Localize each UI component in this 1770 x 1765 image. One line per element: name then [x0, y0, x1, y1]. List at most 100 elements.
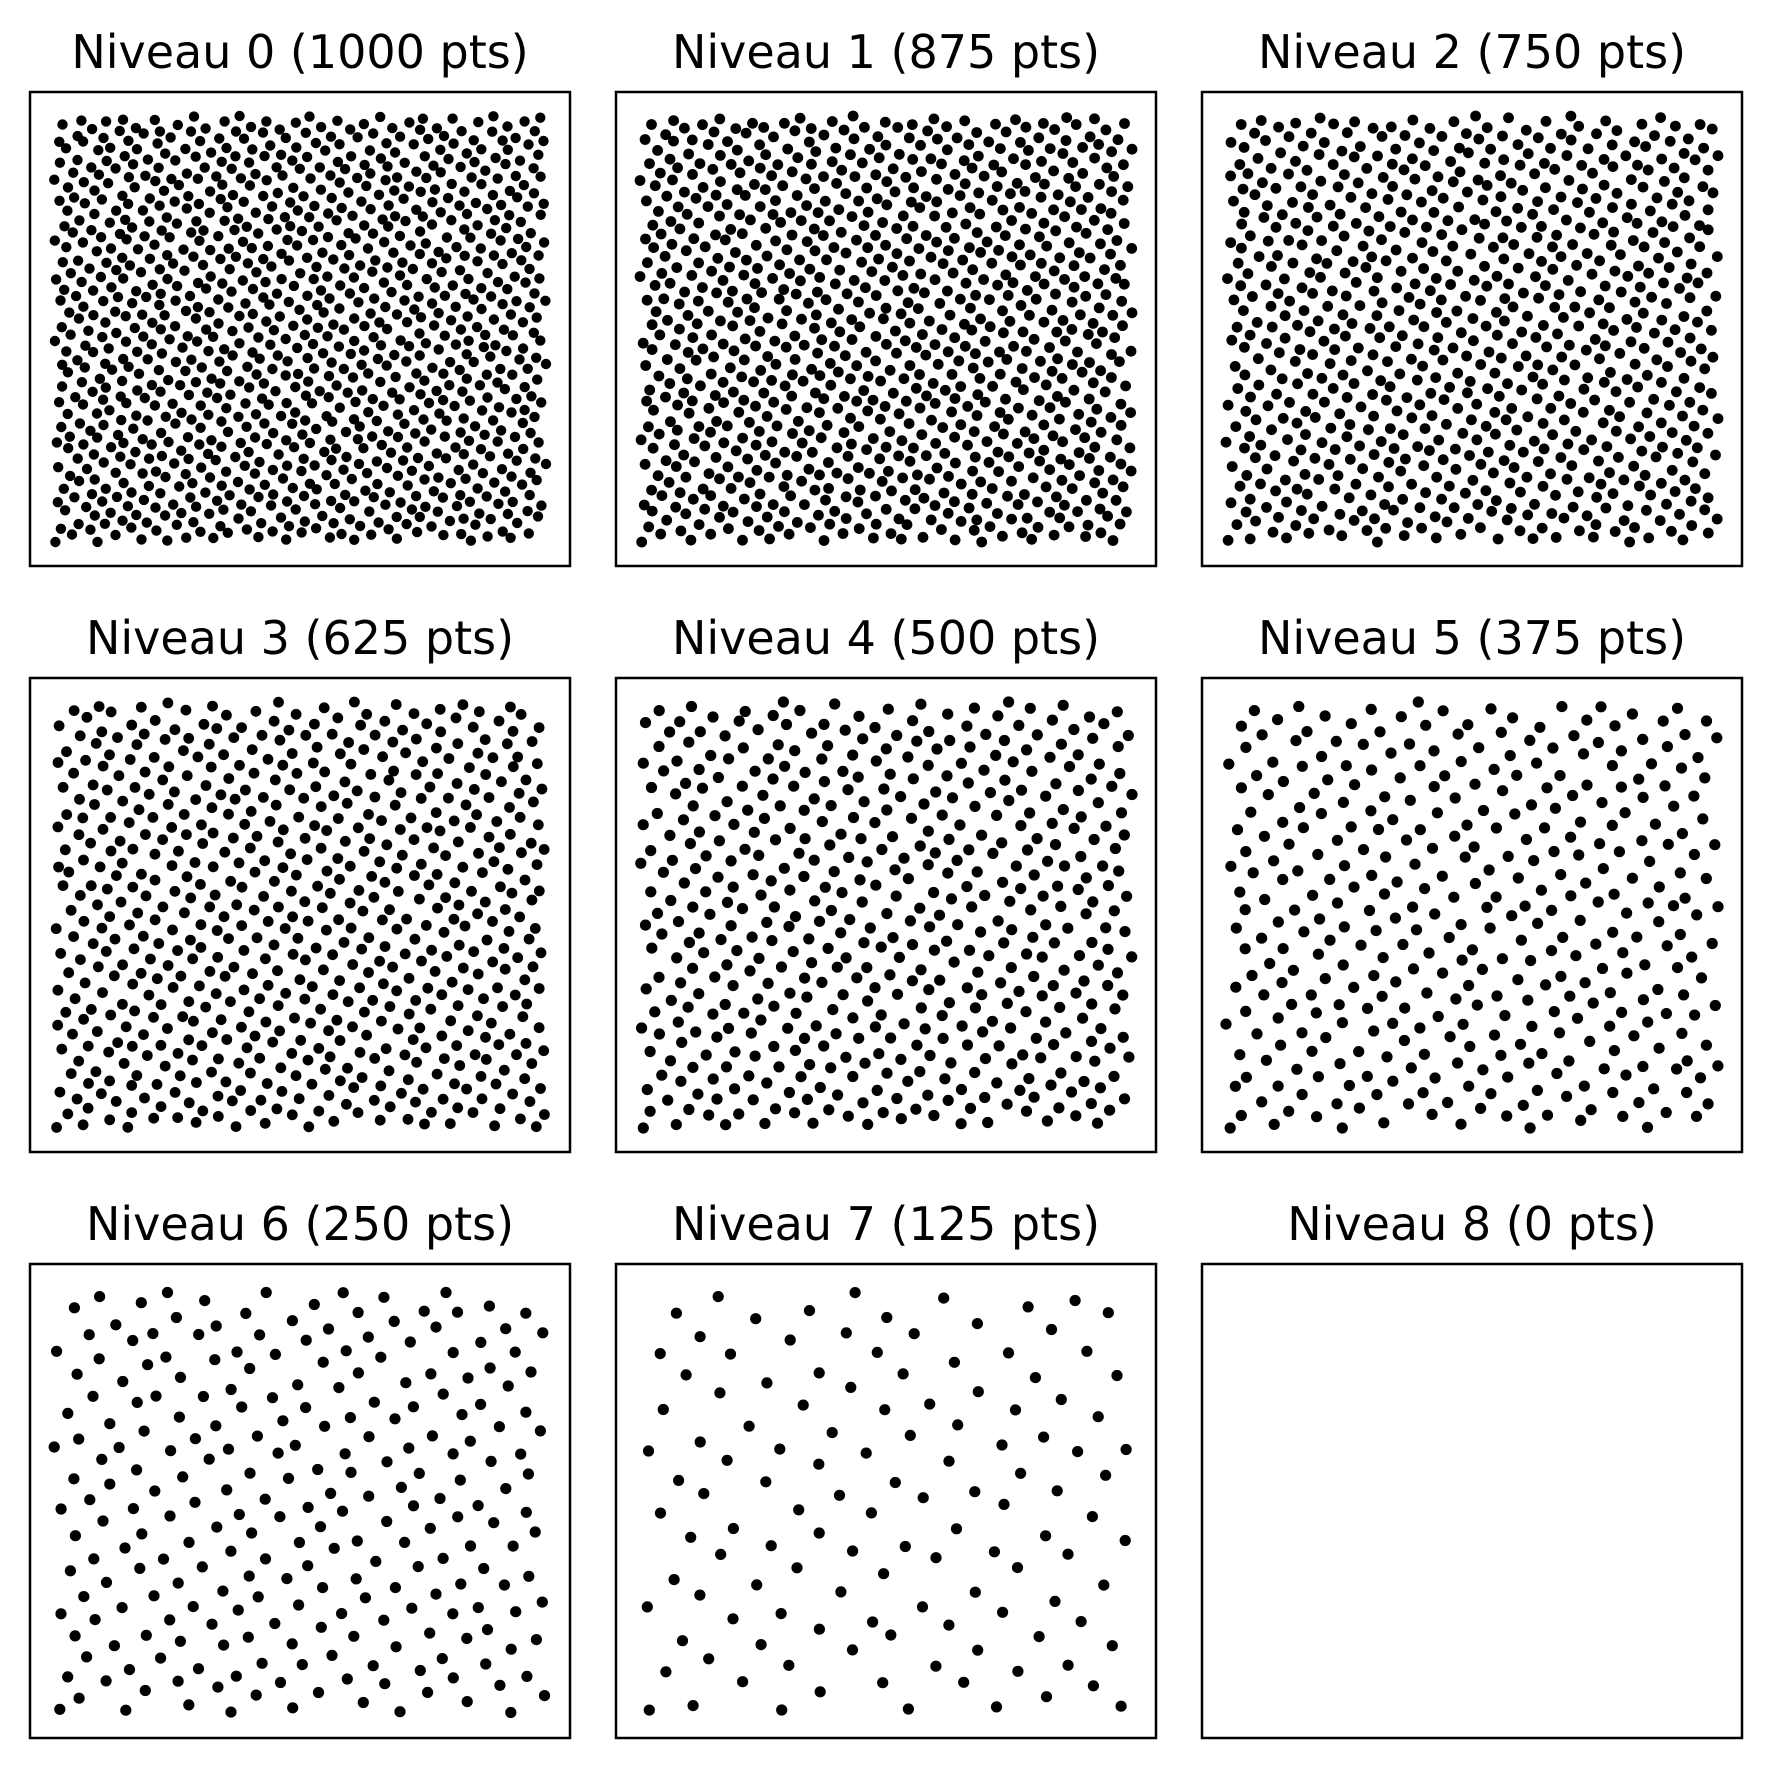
scatter-point: [760, 1476, 772, 1488]
scatter-point: [110, 1096, 122, 1107]
scatter-point: [200, 780, 212, 791]
scatter-point: [253, 491, 264, 503]
scatter-point: [1101, 162, 1113, 174]
scatter-point: [91, 1026, 103, 1037]
scatter-point: [1452, 265, 1464, 277]
scatter-point: [528, 327, 539, 338]
scatter-point: [1038, 419, 1050, 431]
scatter-point: [748, 826, 760, 838]
scatter-point: [1070, 1110, 1082, 1122]
scatter-point: [414, 350, 425, 361]
scatter-point: [1491, 329, 1503, 341]
scatter-point: [419, 436, 430, 447]
scatter-point: [1532, 456, 1544, 467]
scatter-point: [1712, 413, 1724, 424]
scatter-point: [214, 133, 225, 144]
scatter-point: [140, 829, 151, 840]
scatter-point: [1385, 121, 1397, 133]
scatter-point: [352, 1367, 364, 1379]
scatter-point: [1232, 383, 1244, 394]
scatter-point: [1656, 377, 1667, 388]
scatter-point: [736, 903, 749, 915]
scatter-point: [410, 733, 422, 745]
scatter-point: [293, 1599, 305, 1611]
scatter-point: [930, 786, 942, 798]
scatter-point: [870, 331, 882, 342]
scatter-point: [271, 224, 282, 235]
scatter-point: [450, 442, 461, 453]
scatter-point: [1313, 149, 1325, 160]
scatter-point: [945, 1057, 957, 1069]
scatter-point: [343, 737, 354, 748]
scatter-point: [1041, 240, 1053, 252]
scatter-point: [742, 453, 753, 465]
scatter-point: [1580, 344, 1592, 356]
scatter-point: [1634, 281, 1646, 293]
scatter-point: [1275, 147, 1286, 159]
scatter-point: [456, 528, 467, 540]
scatter-point: [272, 1000, 284, 1011]
scatter-point: [1402, 517, 1413, 528]
scatter-point: [159, 1060, 171, 1072]
scatter-point: [1013, 461, 1025, 472]
scatter-point: [835, 828, 847, 840]
scatter-point: [1376, 297, 1388, 309]
scatter-point: [142, 415, 153, 426]
scatter-point: [493, 402, 505, 413]
scatter-point: [1082, 329, 1094, 340]
scatter-point: [1468, 274, 1480, 286]
scatter-point: [1555, 251, 1567, 262]
scatter-point: [905, 196, 917, 208]
scatter-point: [462, 311, 473, 322]
scatter-point: [922, 759, 934, 772]
scatter-point: [920, 191, 932, 203]
scatter-point: [277, 1415, 289, 1427]
scatter-point: [968, 702, 981, 714]
scatter-point: [1419, 160, 1431, 172]
scatter-point: [286, 885, 297, 897]
scatter-point: [1517, 184, 1529, 196]
scatter-point: [1590, 193, 1602, 204]
scatter-point: [930, 1660, 942, 1672]
scatter-point: [391, 309, 403, 320]
scatter-point: [1262, 400, 1274, 412]
scatter-point: [768, 396, 780, 408]
scatter-point: [485, 291, 497, 302]
scatter-point: [1419, 423, 1431, 434]
scatter-point: [148, 1112, 160, 1124]
scatter-point: [288, 280, 300, 292]
scatter-point: [443, 153, 454, 165]
scatter-point: [881, 1311, 893, 1324]
scatter-point: [1304, 326, 1316, 338]
scatter-point: [391, 985, 403, 997]
scatter-point: [941, 121, 952, 133]
scatter-point: [1287, 964, 1299, 976]
scatter-point: [492, 276, 504, 288]
scatter-point: [1369, 513, 1380, 525]
scatter-point: [1637, 1060, 1649, 1073]
scatter-point: [1015, 883, 1027, 895]
scatter-point: [287, 482, 298, 494]
scatter-point: [528, 796, 539, 808]
scatter-point: [402, 1074, 414, 1086]
scatter-point: [1594, 838, 1606, 850]
scatter-point: [155, 288, 166, 299]
scatter-point: [954, 190, 966, 202]
scatter-point: [906, 975, 919, 987]
scatter-point: [66, 529, 78, 540]
scatter-point: [972, 1386, 984, 1398]
scatter-point: [175, 970, 187, 982]
scatter-point: [1126, 951, 1138, 963]
scatter-point: [1315, 175, 1327, 187]
scatter-point: [1584, 206, 1595, 218]
scatter-point: [1463, 147, 1474, 159]
scatter-point: [515, 1448, 527, 1460]
scatter-point: [825, 1062, 837, 1074]
scatter-point: [694, 1436, 706, 1448]
scatter-point: [799, 499, 810, 510]
scatter-point: [924, 1398, 936, 1410]
scatter-point: [485, 513, 496, 525]
scatter-point: [1357, 463, 1369, 475]
scatter-point: [480, 329, 491, 341]
scatter-point: [88, 449, 100, 460]
